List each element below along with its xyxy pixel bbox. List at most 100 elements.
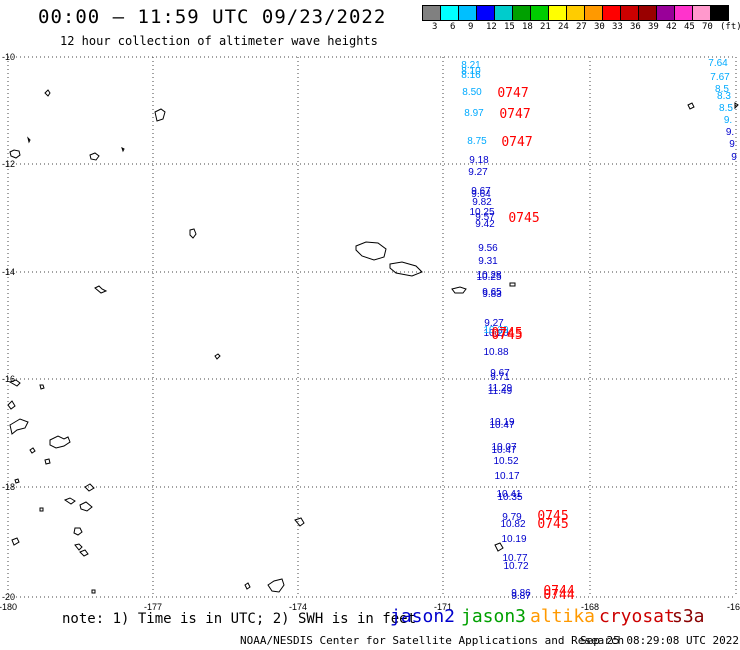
color-scale-legend — [422, 5, 729, 21]
map-title: 00:00 — 11:59 UTC 09/23/2022 — [38, 6, 387, 28]
island-outline — [9, 149, 21, 159]
wave-height-label: 8.50 — [462, 87, 482, 98]
lat-label: -16 — [2, 374, 15, 384]
time-label: 0745 — [491, 328, 522, 343]
wave-height-label: 8.16 — [461, 70, 481, 81]
wave-height-label: 9.71 — [490, 372, 510, 383]
legend-label: 6 — [450, 22, 456, 32]
wave-height-label: 10.35 — [497, 492, 522, 503]
wave-height-label: 10.47 — [491, 445, 516, 456]
wave-height-label: 9.65 — [482, 287, 502, 298]
wave-height-label: 10.17 — [494, 471, 519, 482]
wave-height-label: 10.72 — [503, 561, 528, 572]
color-scale-labels: 3 6 9 12 15 18 21 24 27 30 33 36 39 42 45 70 (ft) — [422, 22, 740, 34]
lat-label: -14 — [2, 267, 15, 277]
legend-swatch — [710, 5, 729, 21]
wave-height-label: 10.19 — [489, 417, 514, 428]
island-outline — [11, 537, 20, 546]
legend-label: 36 — [630, 22, 641, 32]
map-subtitle: 12 hour collection of altimeter wave hei… — [60, 34, 378, 48]
lat-label: -20 — [2, 592, 15, 602]
wave-height-label: 10.20 — [483, 328, 508, 339]
legend-label: 15 — [504, 22, 515, 32]
island-outline — [8, 379, 21, 387]
wave-height-label: 9.31 — [478, 256, 498, 267]
island-outline — [79, 549, 89, 557]
wave-height-label: 9.83 — [482, 289, 502, 300]
legend-label: 45 — [684, 22, 695, 32]
legend-label: 27 — [576, 22, 587, 32]
island-outline — [121, 147, 125, 153]
wave-height-label: 10.29 — [483, 325, 508, 336]
wave-height-label: 11.29 — [488, 383, 513, 394]
wave-height-label: 10.52 — [493, 456, 518, 467]
credit-line: NOAA/NESDIS Center for Satellite Applica… — [240, 634, 625, 647]
legend-label: 12 — [486, 22, 497, 32]
axis-labels: -10 -12 -14 -16 -18 -20-180 -177 -174 -171 -168 -1… — [0, 52, 740, 612]
wave-height-label: 9.87 — [511, 591, 531, 602]
wave-height-label: 10.19 — [501, 534, 526, 545]
wave-height-label: 10.25 — [476, 272, 501, 283]
time-label: 0744 — [543, 588, 574, 603]
island-outline — [27, 136, 31, 144]
wave-height-label: 8.5 — [719, 103, 733, 114]
wave-height-label: 10.25 — [469, 207, 494, 218]
island-outline — [154, 108, 166, 122]
wave-height-label: 9.67 — [471, 186, 491, 197]
wave-height-label: 10.88 — [483, 347, 508, 358]
lat-label: -12 — [2, 159, 15, 169]
island-outline — [189, 228, 197, 239]
wave-height-label: 10.82 — [500, 519, 525, 530]
wave-height-label: 9.27 — [484, 318, 504, 329]
legend-label: 21 — [540, 22, 551, 32]
island-outline — [84, 483, 95, 492]
wave-height-label: 11.49 — [488, 386, 513, 397]
island-outline — [294, 517, 305, 527]
legend-label: 33 — [612, 22, 623, 32]
island-outline — [244, 582, 251, 590]
wave-height-label: 7.64 — [708, 58, 728, 69]
island-outline — [734, 102, 739, 110]
island-outline — [267, 578, 285, 593]
wave-height-labels: 8.218.108.168.508.978.759.189.279.679.64… — [461, 58, 737, 602]
satellite-s3a: s3a — [672, 606, 705, 627]
lon-label: -165 — [727, 602, 740, 612]
wave-height-label: 9.27 — [468, 167, 488, 178]
island-outline — [49, 435, 71, 449]
satellite-altika: altika — [530, 606, 596, 627]
satellite-cryosat: cryosat — [599, 606, 675, 627]
legend-label: 42 — [666, 22, 677, 32]
island-outline — [355, 241, 387, 261]
legend-label: 70 — [702, 22, 713, 32]
time-label: 0745 — [537, 517, 568, 532]
wave-height-label: 10.41 — [496, 489, 521, 500]
lon-label: -180 — [0, 602, 17, 612]
lat-label: -10 — [2, 52, 15, 62]
wave-height-label: 8.5 — [715, 84, 729, 95]
legend-label: 39 — [648, 22, 659, 32]
time-label: 0745 — [491, 326, 522, 341]
island-outline — [44, 458, 51, 465]
satellite-jason2: jason2 — [390, 606, 456, 627]
lon-label: -171 — [434, 602, 452, 612]
legend-label: (ft) — [720, 22, 740, 32]
island-outline — [29, 447, 36, 454]
wave-height-label: 9.42 — [475, 219, 495, 230]
legend-label: 24 — [558, 22, 569, 32]
island-outline — [94, 285, 108, 294]
wave-height-label: 10.47 — [489, 420, 514, 431]
wave-height-label: 7.67 — [710, 72, 730, 83]
time-label: 0747 — [501, 135, 532, 150]
island-outline — [7, 400, 16, 410]
time-label: 0744 — [543, 584, 574, 599]
wave-height-label: 8.75 — [467, 136, 487, 147]
island-outline — [79, 501, 93, 512]
wave-height-label: 8.97 — [464, 108, 484, 119]
time-label: 0747 — [497, 86, 528, 101]
wave-height-label: 9. — [726, 127, 734, 138]
lon-label: -177 — [144, 602, 162, 612]
wave-height-label: 9.79 — [502, 512, 522, 523]
wave-height-label: 9. — [724, 115, 732, 126]
